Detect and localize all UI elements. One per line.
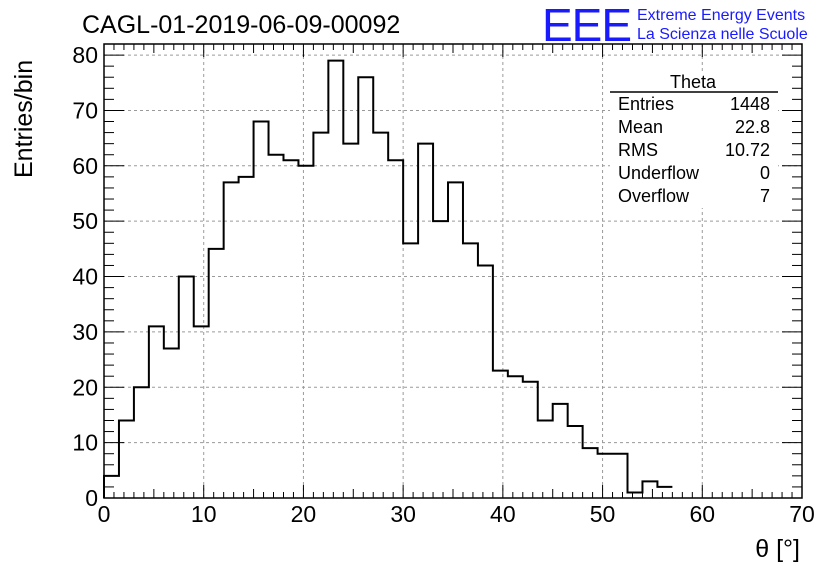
histogram-bin [568, 426, 583, 498]
stats-row-value: 0 [760, 163, 770, 183]
histogram-bin [403, 243, 418, 498]
x-tick-label: 30 [390, 501, 416, 527]
histogram-bin [433, 221, 448, 498]
histogram-bin [119, 420, 134, 498]
histogram-bin [164, 349, 179, 498]
x-tick-label: 20 [291, 501, 317, 527]
histogram-bin [553, 404, 568, 498]
histogram-bin [373, 133, 388, 498]
histogram-bin [523, 382, 538, 498]
x-tick-label: 50 [590, 501, 616, 527]
histogram-bin [209, 249, 224, 498]
y-tick-label: 60 [72, 153, 98, 179]
histogram-bin [583, 448, 598, 498]
histogram-bin [657, 487, 672, 498]
y-axis-title: Entries/bin [10, 60, 38, 178]
eee-logo-mark: EEE [542, 0, 631, 51]
grid [104, 44, 802, 498]
y-tick-label: 10 [72, 430, 98, 456]
axis-ticks [103, 43, 803, 499]
histogram-bin [358, 77, 373, 498]
histogram-bin [508, 376, 523, 498]
histogram-bin [343, 144, 358, 498]
histogram-bin [283, 160, 298, 498]
x-tick-label: 70 [789, 501, 815, 527]
histogram-bin [493, 371, 508, 498]
y-tick-label: 30 [72, 319, 98, 345]
eee-logo-line2: La Scienza nelle Scuole [637, 26, 808, 43]
histogram-bin [313, 133, 328, 498]
histogram-line [103, 59, 673, 498]
y-tick-label: 80 [72, 42, 98, 68]
y-tick-label: 40 [72, 264, 98, 290]
x-tick-label: 60 [689, 501, 715, 527]
stats-box: Theta Entries 1448 Mean 22.8 RMS 10.72 Underfl… [610, 72, 778, 208]
histogram-bin [298, 166, 313, 498]
histogram-bin [463, 243, 478, 498]
histogram-bin [613, 454, 628, 498]
y-tick-label: 50 [72, 208, 98, 234]
stats-row-value: 22.8 [735, 117, 770, 137]
x-tick-label: 40 [490, 501, 516, 527]
histogram-bin [328, 61, 343, 498]
histogram-bin [179, 277, 194, 498]
histogram-series [103, 59, 673, 498]
histogram-bin [149, 326, 164, 498]
y-tick-label: 0 [85, 485, 98, 511]
histogram-bin [194, 326, 209, 498]
histogram-bin [642, 481, 657, 498]
stats-box-title: Theta [670, 72, 717, 92]
histogram-bin [448, 182, 463, 498]
chart-title: CAGL-01-2019-06-09-00092 [82, 11, 400, 39]
stats-row-label: Overflow [618, 186, 690, 206]
stats-row-value: 7 [760, 186, 770, 206]
histogram-bin [388, 160, 403, 498]
eee-logo: EEE Extreme Energy Events La Scienza nel… [542, 0, 808, 51]
histogram-bin [538, 420, 553, 498]
histogram-bin [598, 454, 613, 498]
stats-row-label: Entries [618, 94, 674, 114]
stats-box-background [610, 72, 778, 208]
y-tick-label: 20 [72, 374, 98, 400]
stats-row-label: RMS [618, 140, 658, 160]
eee-logo-line1: Extreme Energy Events [637, 7, 805, 24]
stats-box-rows: Entries 1448 Mean 22.8 RMS 10.72 Underflow 0 Ove… [618, 94, 770, 206]
histogram-bin [269, 155, 284, 498]
histogram-bin [239, 177, 254, 498]
stats-row-label: Mean [618, 117, 663, 137]
histogram-bin [224, 182, 239, 498]
histogram-bin [478, 265, 493, 498]
x-axis-title: θ [°] [755, 535, 800, 563]
stats-row-value: 10.72 [725, 140, 770, 160]
x-tick-label: 0 [98, 501, 111, 527]
x-tick-label: 10 [191, 501, 217, 527]
y-tick-label: 70 [72, 97, 98, 123]
stats-row-value: 1448 [730, 94, 770, 114]
histogram-bin [418, 144, 433, 498]
histogram-bin [254, 122, 269, 498]
stats-row-label: Underflow [618, 163, 700, 183]
